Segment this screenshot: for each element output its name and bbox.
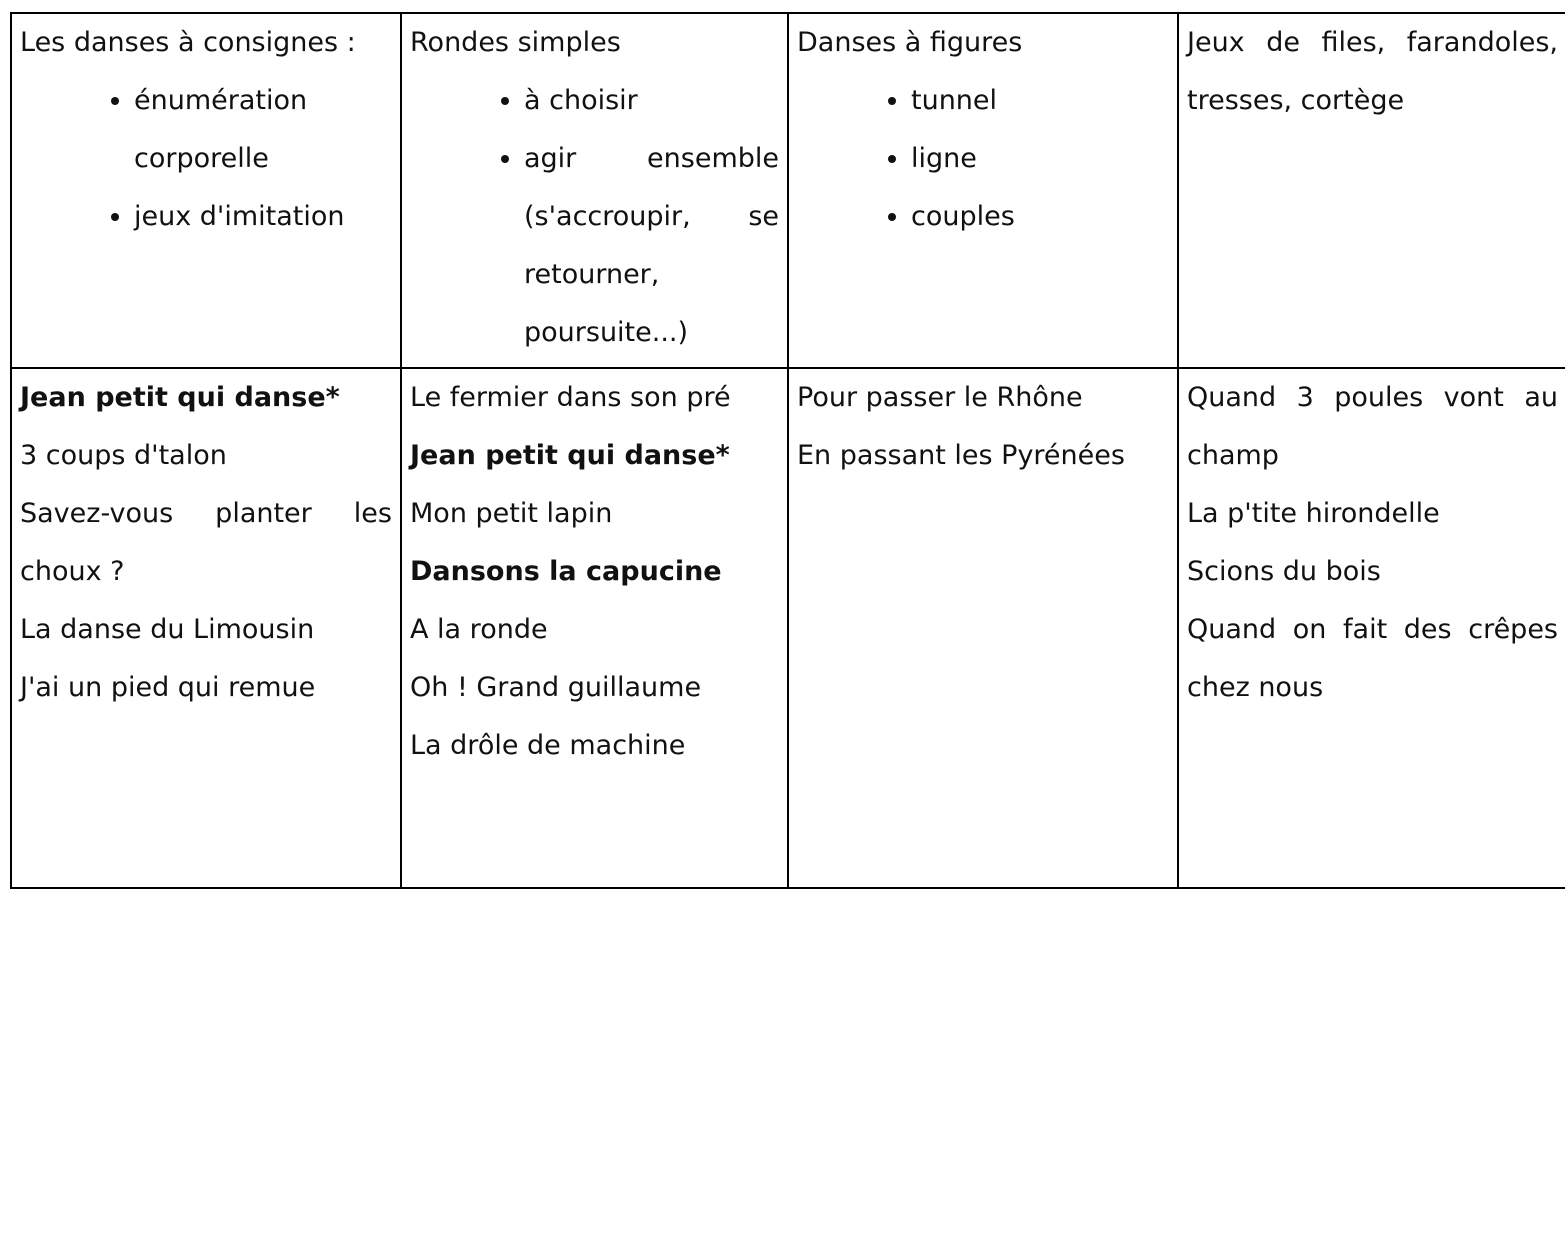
bullet-item: couples	[911, 188, 1169, 246]
bullet-item: ligne	[911, 130, 1169, 188]
song-title: 3 coups d'talon	[20, 440, 227, 471]
song-title: Pour passer le Rhône	[797, 382, 1083, 413]
cell-heading: Rondes simples	[410, 27, 621, 58]
cell-heading: Danses à figures	[797, 27, 1023, 58]
song-title: La drôle de machine	[410, 730, 686, 761]
bullet-item: agir ensemble (s'accroupir, se retourner…	[524, 130, 779, 362]
song-title: Oh ! Grand guillaume	[410, 672, 702, 703]
cell-heading: Les danses à consignes :	[20, 27, 356, 58]
table-row: Les danses à consignes : énumération corp…	[10, 12, 1565, 369]
table-cell: Jean petit qui danse* 3 coups d'talon Save…	[10, 367, 402, 889]
song-title: La p'tite hirondelle	[1187, 498, 1440, 529]
table-cell: Jeux de files, farandoles, tresses, cort…	[1177, 12, 1565, 369]
bullet-list: à choisiragir ensemble (s'accroupir, se …	[410, 72, 779, 362]
song-title: Mon petit lapin	[410, 498, 613, 529]
bullet-item: à choisir	[524, 72, 779, 130]
song-title: Jean petit qui danse*	[410, 440, 730, 471]
song-title: Le fermier dans son pré	[410, 382, 731, 413]
dance-table: Les danses à consignes : énumération corp…	[10, 12, 1565, 889]
song-title: Quand on fait des crêpes chez nous	[1187, 614, 1558, 703]
table-cell: Quand 3 poules vont au champ La p'tite hi…	[1177, 367, 1565, 889]
bullet-item: jeux d'imitation	[134, 188, 392, 246]
table-cell: Rondes simples à choisiragir ensemble (s'…	[400, 12, 789, 369]
song-title: A la ronde	[410, 614, 548, 645]
song-title: J'ai un pied qui remue	[20, 672, 316, 703]
bullet-list: énumération corporellejeux d'imitation	[20, 72, 392, 246]
bullet-item: énumération corporelle	[134, 72, 392, 188]
song-title: Savez-vous planter les choux ?	[20, 498, 392, 587]
table-body: Les danses à consignes : énumération corp…	[10, 12, 1565, 889]
song-title: Scions du bois	[1187, 556, 1381, 587]
table-row: Jean petit qui danse* 3 coups d'talon Save…	[10, 367, 1565, 889]
song-title: La danse du Limousin	[20, 614, 315, 645]
table-cell: Les danses à consignes : énumération corp…	[10, 12, 402, 369]
table-cell: Le fermier dans son pré Jean petit qui da…	[400, 367, 789, 889]
song-title: En passant les Pyrénées	[797, 440, 1125, 471]
bullet-item: tunnel	[911, 72, 1169, 130]
song-title: Jean petit qui danse*	[20, 382, 340, 413]
table-cell: Danses à figures tunnellignecouples	[787, 12, 1179, 369]
bullet-list: tunnellignecouples	[797, 72, 1169, 246]
song-title: Dansons la capucine	[410, 556, 722, 587]
table-cell: Pour passer le Rhône En passant les Pyrén…	[787, 367, 1179, 889]
song-title: Quand 3 poules vont au champ	[1187, 382, 1558, 471]
cell-heading: Jeux de files, farandoles, tresses, cort…	[1187, 27, 1558, 116]
